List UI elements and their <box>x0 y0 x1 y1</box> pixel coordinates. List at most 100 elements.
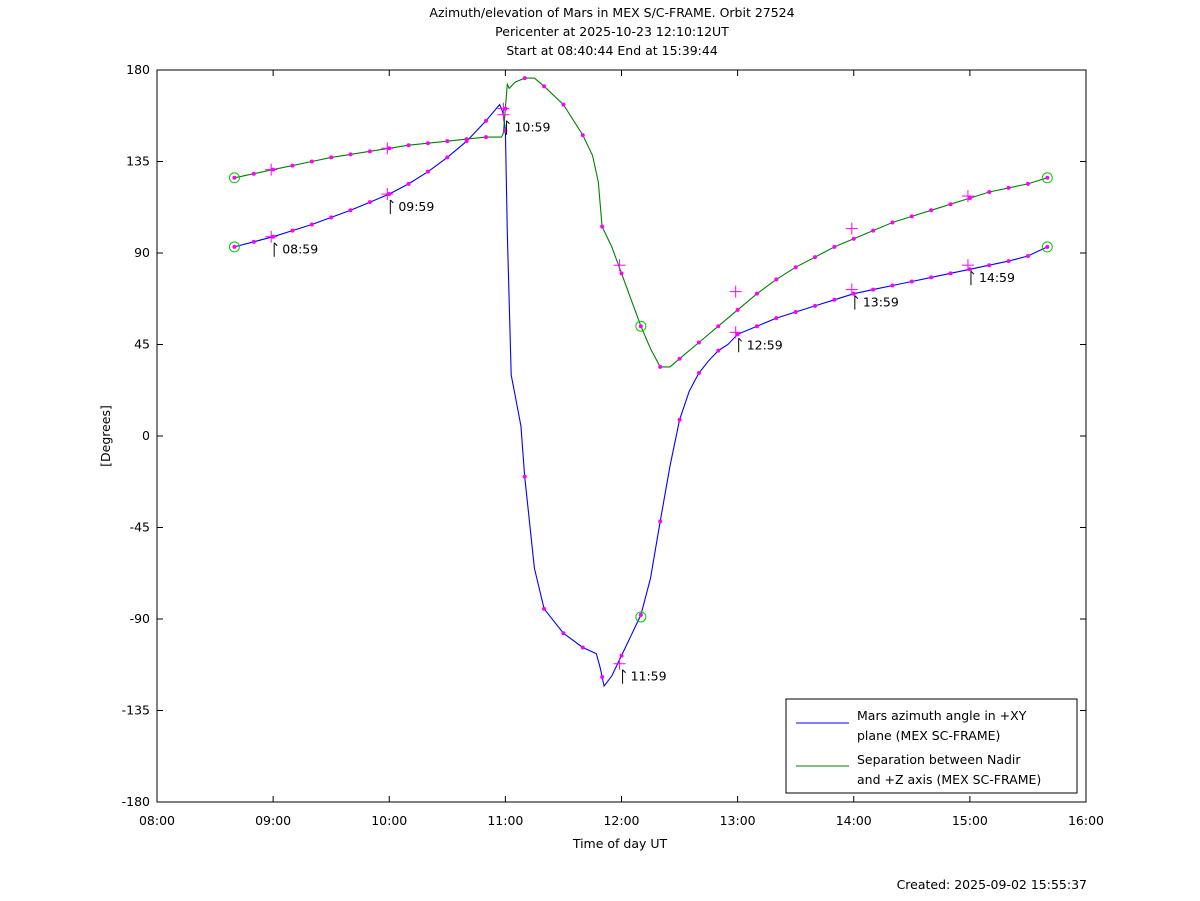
sample-dot-azimuth <box>542 606 547 611</box>
hour-label: 11:59 <box>631 669 667 684</box>
x-tick-label: 11:00 <box>487 813 523 828</box>
sample-dot-separation <box>696 340 701 345</box>
sample-dot-azimuth <box>251 239 256 244</box>
sample-dot-azimuth <box>716 348 721 353</box>
hour-label: 08:59 <box>282 242 318 257</box>
sample-dot-separation <box>329 155 334 160</box>
sample-dot-azimuth <box>754 324 759 329</box>
legend: Mars azimuth angle in +XY plane (MEX SC-… <box>785 698 1078 794</box>
x-tick-label: 08:00 <box>139 813 175 828</box>
sample-dot-azimuth <box>561 631 566 636</box>
marker-layer: 08:59 09:59 10:59 11:59 12:59 13:59 14:59 <box>228 76 1053 684</box>
sample-dot-azimuth <box>348 208 353 213</box>
sample-dot-azimuth <box>677 417 682 422</box>
sample-dot-azimuth <box>871 287 876 292</box>
sample-dot-azimuth <box>987 263 992 268</box>
sample-dot-separation <box>813 255 818 260</box>
sample-dot-separation <box>1006 185 1011 190</box>
y-axis-label: [Degrees] <box>98 405 113 467</box>
sample-dot-azimuth <box>600 674 605 679</box>
y-tick-label: -135 <box>122 703 150 718</box>
sample-dot-azimuth <box>309 222 314 227</box>
hour-label-leader <box>970 270 975 275</box>
sample-dot-azimuth <box>890 283 895 288</box>
title-line-1: Azimuth/elevation of Mars in MEX S/C-FRA… <box>429 5 794 20</box>
sample-dot-separation <box>561 102 566 107</box>
sample-dot-separation <box>754 291 759 296</box>
event-circle-marker <box>228 241 240 253</box>
sample-dot-separation <box>251 171 256 176</box>
sample-dot-azimuth <box>1045 244 1050 249</box>
sample-dot-azimuth <box>1006 259 1011 264</box>
y-tick-label: 0 <box>142 428 150 443</box>
sample-dot-separation <box>1025 181 1030 186</box>
hour-label: 12:59 <box>747 337 783 352</box>
sample-dot-azimuth <box>425 169 430 174</box>
y-tick-label: -180 <box>122 794 150 809</box>
x-tick-label: 13:00 <box>720 813 756 828</box>
hour-label-leader <box>389 199 394 204</box>
created-timestamp: Created: 2025-09-02 15:55:37 <box>897 877 1087 892</box>
sample-dot-separation <box>600 224 605 229</box>
legend-label-separation-2: and +Z axis (MEX SC-FRAME) <box>857 772 1041 787</box>
x-axis-label: Time of day UT <box>572 836 668 851</box>
sample-dot-separation <box>290 163 295 168</box>
sample-dot-azimuth <box>232 244 237 249</box>
sample-dot-separation <box>793 265 798 270</box>
series-line-azimuth <box>234 103 1048 688</box>
sample-dot-separation <box>445 139 450 144</box>
sample-dot-separation <box>929 208 934 213</box>
legend-box <box>785 698 1078 794</box>
sample-dot-separation <box>851 236 856 241</box>
sample-dot-azimuth <box>909 279 914 284</box>
series-layer <box>234 77 1048 688</box>
sample-dot-separation <box>871 228 876 233</box>
sample-dot-separation <box>619 271 624 276</box>
sample-dot-separation <box>406 143 411 148</box>
legend-label-azimuth-1: Mars azimuth angle in +XY <box>857 708 1027 723</box>
hour-label: 13:59 <box>863 295 899 310</box>
hour-label-leader <box>738 337 743 342</box>
series-line-separation <box>234 77 1048 368</box>
sample-dot-separation <box>987 190 992 194</box>
sample-dot-separation <box>658 364 663 369</box>
event-circle-marker <box>1041 241 1053 253</box>
sample-dot-azimuth <box>484 118 489 123</box>
plot-area <box>156 69 1087 803</box>
y-tick-label: -45 <box>130 520 150 535</box>
sample-dot-separation <box>464 137 469 142</box>
sample-dot-azimuth <box>329 215 334 220</box>
sample-dot-separation <box>735 307 740 312</box>
sample-dot-separation <box>580 133 585 138</box>
sample-dot-separation <box>832 244 837 249</box>
legend-label-separation-1: Separation between Nadir <box>857 752 1021 767</box>
y-tick-label: 45 <box>134 337 150 352</box>
x-tick-label: 15:00 <box>952 813 988 828</box>
sample-dot-separation <box>309 159 314 164</box>
sample-dot-azimuth <box>832 297 837 302</box>
sample-dot-separation <box>677 356 682 361</box>
sample-dot-separation <box>348 152 353 157</box>
title-line-2: Pericenter at 2025-10-23 12:10:12UT <box>495 24 729 39</box>
sample-dot-separation <box>638 324 643 329</box>
sample-dot-azimuth <box>813 303 818 308</box>
event-circle-marker <box>635 320 647 332</box>
sample-dot-azimuth <box>445 155 450 160</box>
x-tick-label: 16:00 <box>1068 813 1104 828</box>
sample-dot-azimuth <box>619 653 624 658</box>
sample-dot-azimuth <box>929 275 934 280</box>
x-tick-label: 09:00 <box>255 813 291 828</box>
sample-dot-azimuth <box>367 200 372 205</box>
y-tick-label: 180 <box>126 62 150 77</box>
sample-dot-separation <box>948 202 953 207</box>
sample-dot-azimuth <box>948 271 953 276</box>
sample-dot-separation <box>232 175 237 180</box>
axis-ticks: 08:00 09:00 10:00 11:00 12:00 13:00 14:00 15:00… <box>122 62 1104 828</box>
sample-dot-azimuth <box>793 309 798 314</box>
sample-dot-separation <box>542 84 547 89</box>
sample-dot-azimuth <box>735 332 740 337</box>
y-tick-label: 135 <box>126 154 150 169</box>
hour-label-leader <box>506 120 510 125</box>
sample-dot-azimuth <box>522 474 527 479</box>
